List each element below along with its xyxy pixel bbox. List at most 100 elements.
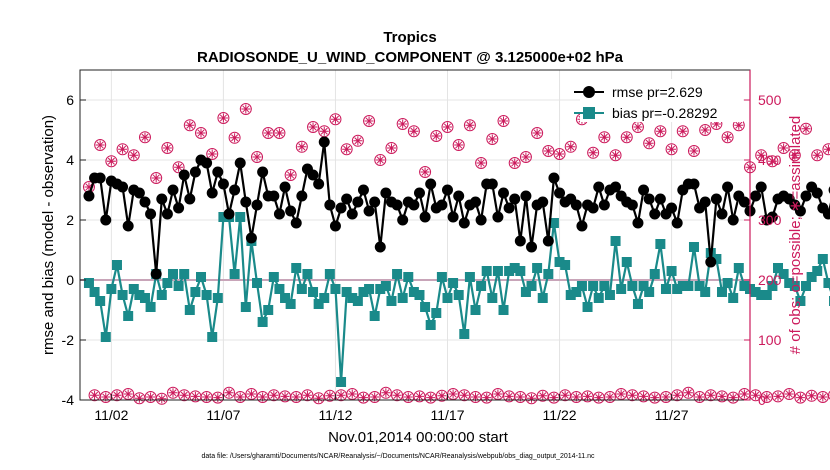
bias-point xyxy=(520,287,531,297)
obs-possible-point xyxy=(609,149,622,162)
obs-assimilated-point xyxy=(375,155,385,165)
rmse-point xyxy=(318,136,330,148)
obs-assimilated-point xyxy=(129,150,139,160)
bias-point xyxy=(509,263,520,273)
obs-possible-point xyxy=(223,386,236,399)
rmse-point xyxy=(509,193,521,205)
obs-assimilated-point xyxy=(101,392,111,402)
obs-possible-point xyxy=(452,139,465,151)
bias-point xyxy=(291,263,302,273)
obs-assimilated-point xyxy=(235,392,245,402)
rmse-point xyxy=(307,169,319,181)
rmse-point xyxy=(341,193,353,205)
rmse-point xyxy=(223,208,235,220)
bias-point xyxy=(364,284,375,294)
obs-possible-point xyxy=(234,391,247,403)
rmse-point xyxy=(133,187,145,199)
obs-assimilated-point xyxy=(420,167,430,177)
bias-point xyxy=(543,269,554,279)
bias-point xyxy=(330,284,341,294)
obs-assimilated-point xyxy=(386,143,396,153)
y-axis-right-label: # of obs: o=possible; ∗=assimilated xyxy=(787,116,804,355)
rmse-point xyxy=(352,196,364,208)
rmse-point xyxy=(548,172,560,184)
rmse-point xyxy=(273,208,285,220)
bias-point xyxy=(392,269,403,279)
rmse-point xyxy=(643,193,655,205)
series-rmse xyxy=(83,136,830,280)
bias-point xyxy=(655,239,666,249)
obs-assimilated-point xyxy=(627,390,637,400)
rmse-point xyxy=(413,187,425,199)
obs-assimilated-point xyxy=(795,393,805,403)
y-tick-label: 4 xyxy=(66,152,74,168)
bias-point xyxy=(436,272,447,282)
rmse-point xyxy=(447,211,459,223)
rmse-point xyxy=(822,208,830,220)
bias-point xyxy=(380,281,391,291)
obs-assimilated-point xyxy=(146,392,156,402)
bias-point xyxy=(442,293,453,303)
bias-point xyxy=(263,305,274,315)
x-tick-label: 11/22 xyxy=(543,407,577,423)
obs-assimilated-point xyxy=(566,142,576,152)
obs-possible-point xyxy=(312,392,325,405)
obs-assimilated-point xyxy=(437,391,447,401)
x-tick-label: 11/17 xyxy=(430,407,464,423)
obs-possible-point xyxy=(301,389,314,402)
rmse-point xyxy=(520,190,532,202)
obs-possible-point xyxy=(788,149,801,162)
rmse-point xyxy=(654,193,666,205)
bias-point xyxy=(487,293,498,303)
rmse-point xyxy=(716,208,728,220)
bias-point xyxy=(190,287,201,297)
obs-assimilated-point xyxy=(224,388,234,398)
obs-possible-point xyxy=(217,112,230,124)
obs-assimilated-point xyxy=(583,391,593,401)
obs-assimilated-point xyxy=(140,132,150,142)
obs-assimilated-point xyxy=(370,392,380,402)
obs-assimilated-point xyxy=(392,390,402,400)
rmse-point xyxy=(139,196,151,208)
obs-assimilated-point xyxy=(739,389,749,399)
obs-assimilated-point xyxy=(358,393,368,403)
rmse-point xyxy=(346,208,358,220)
obs-possible-point xyxy=(195,127,208,139)
y-axis-right: 0 100 200 300 400 500 xyxy=(744,70,782,408)
obs-possible-point xyxy=(525,392,538,405)
obs-possible-point xyxy=(441,121,454,133)
rmse-point xyxy=(537,196,549,208)
rmse-point xyxy=(811,187,823,199)
legend: rmse pr=2.629 bias pr=-0.28292 xyxy=(574,79,743,122)
obs-assimilated-point xyxy=(280,391,290,401)
obs-possible-point xyxy=(138,131,151,144)
obs-assimilated-point xyxy=(571,392,581,402)
rmse-point xyxy=(279,181,291,193)
obs-possible-point xyxy=(273,127,286,139)
obs-assimilated-point xyxy=(482,393,492,403)
obs-possible-point xyxy=(475,157,488,169)
obs-assimilated-point xyxy=(644,138,654,148)
rmse-point xyxy=(441,184,453,196)
obs-assimilated-point xyxy=(442,122,452,132)
obs-assimilated-point xyxy=(695,392,705,402)
bias-point xyxy=(554,257,565,267)
obs-assimilated-point xyxy=(650,393,660,403)
bias-point xyxy=(548,218,559,228)
data-file-footnote: data file: /Users/gharamti/Documents/NCA… xyxy=(201,453,595,460)
rmse-point xyxy=(570,199,582,211)
bias-point xyxy=(532,263,543,273)
obs-possible-point xyxy=(553,148,566,160)
rmse-point xyxy=(94,172,106,184)
bias-point xyxy=(414,290,425,300)
bias-point xyxy=(784,278,795,288)
rmse-point xyxy=(425,178,437,190)
bias-point xyxy=(700,287,711,297)
bias-point xyxy=(167,269,178,279)
bias-point xyxy=(100,332,111,342)
x-tick-label: 11/12 xyxy=(318,407,352,423)
obs-assimilated-point xyxy=(521,152,531,162)
bias-point xyxy=(576,281,587,291)
bias-point xyxy=(425,320,436,330)
obs-assimilated-point xyxy=(639,391,649,401)
